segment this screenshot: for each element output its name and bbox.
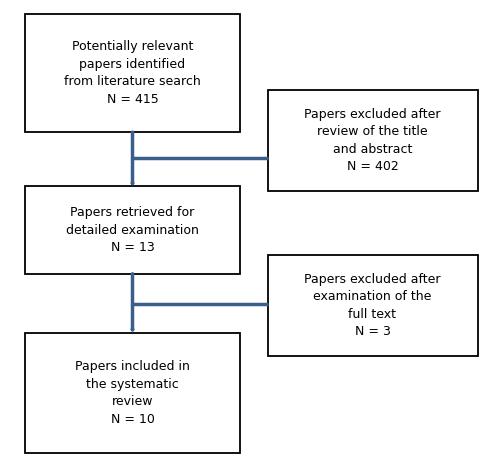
FancyBboxPatch shape (25, 186, 240, 274)
FancyBboxPatch shape (268, 90, 478, 191)
FancyBboxPatch shape (25, 333, 240, 453)
Text: Papers excluded after
examination of the
full text
N = 3: Papers excluded after examination of the… (304, 273, 441, 338)
FancyBboxPatch shape (268, 255, 478, 356)
Text: Papers retrieved for
detailed examination
N = 13: Papers retrieved for detailed examinatio… (66, 206, 199, 254)
FancyBboxPatch shape (25, 14, 240, 132)
Text: Papers included in
the systematic
review
N = 10: Papers included in the systematic review… (75, 360, 190, 426)
Text: Papers excluded after
review of the title
and abstract
N = 402: Papers excluded after review of the titl… (304, 108, 441, 173)
Text: Potentially relevant
papers identified
from literature search
N = 415: Potentially relevant papers identified f… (64, 41, 201, 106)
